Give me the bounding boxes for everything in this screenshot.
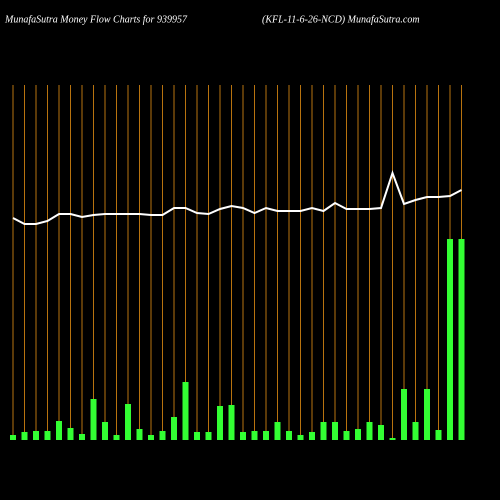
bar — [182, 382, 189, 440]
bar — [263, 431, 269, 440]
bar — [228, 405, 235, 440]
bar — [274, 422, 281, 440]
bar — [33, 431, 39, 440]
bar — [21, 432, 28, 440]
bar — [148, 435, 154, 440]
bar — [286, 431, 292, 440]
money-flow-line — [12, 169, 462, 225]
bar — [194, 432, 200, 440]
bar — [320, 422, 327, 440]
bar — [44, 431, 51, 440]
bar — [113, 435, 120, 440]
bar — [90, 399, 97, 440]
bar — [217, 406, 223, 440]
bar — [102, 422, 108, 440]
chart-title: MunafaSutra Money Flow Charts for 939957 — [4, 14, 188, 25]
bar — [56, 421, 62, 440]
bar — [447, 239, 453, 440]
bar — [79, 434, 85, 440]
bar — [389, 438, 396, 440]
bar — [136, 429, 143, 440]
bar — [458, 239, 465, 440]
bar — [378, 425, 384, 440]
bar — [309, 432, 315, 440]
bar — [366, 422, 373, 440]
bar — [67, 428, 74, 440]
bar — [159, 431, 166, 440]
bar — [240, 432, 246, 440]
bar — [10, 435, 16, 440]
bar — [125, 404, 131, 440]
bar — [355, 429, 361, 440]
bar — [251, 431, 258, 440]
bar — [332, 422, 338, 440]
bar — [401, 389, 407, 440]
bar — [297, 435, 304, 440]
bar — [424, 389, 430, 440]
bar — [205, 432, 212, 440]
chart-subtitle: (KFL-11-6-26-NCD) MunafaSutra.com — [262, 14, 420, 25]
bar — [343, 431, 350, 440]
bar — [171, 417, 177, 440]
bar — [412, 422, 419, 440]
bar — [435, 430, 442, 440]
